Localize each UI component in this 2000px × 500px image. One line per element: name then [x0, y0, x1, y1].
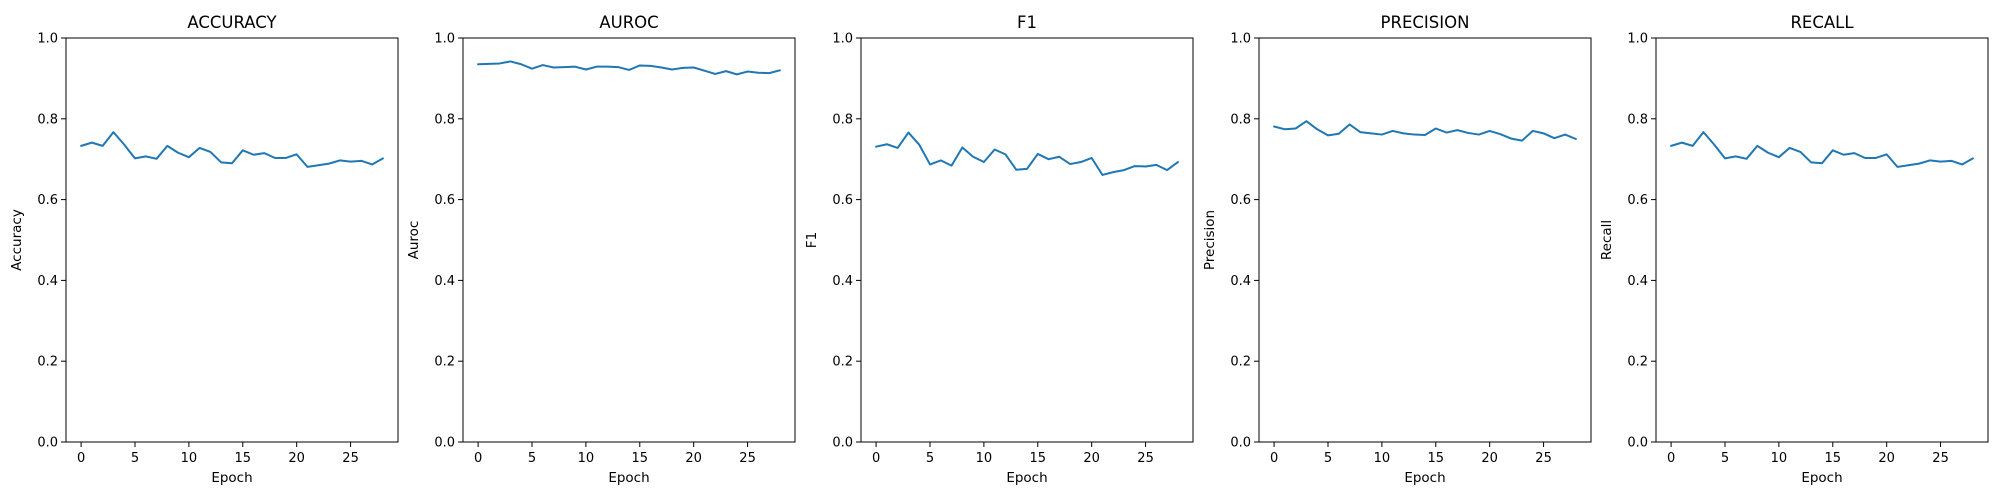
axes-frame-accuracy	[65, 37, 399, 443]
axes-frame-f1	[860, 37, 1194, 443]
y-tick-label-accuracy: 0.0	[37, 436, 58, 451]
chart-title-f1: F1	[1017, 13, 1037, 32]
x-tick-label-recall: 15	[1825, 451, 1842, 466]
x-tick-label-f1: 25	[1137, 451, 1154, 466]
x-tick-label-auroc: 25	[739, 451, 756, 466]
chart-title-recall: RECALL	[1790, 13, 1854, 32]
x-tick-label-f1: 10	[976, 451, 993, 466]
series-line-f1-0	[875, 131, 1179, 176]
y-tick-label-precision: 0.2	[1230, 355, 1251, 370]
series-line-auroc-0	[477, 60, 781, 76]
y-tick-label-accuracy: 1.0	[37, 32, 58, 47]
y-tick-label-f1: 0.0	[832, 436, 853, 451]
y-axis-label-auroc: Auroc	[406, 221, 422, 260]
y-tick-label-auroc: 0.2	[434, 355, 455, 370]
y-tick-label-auroc: 0.0	[434, 436, 455, 451]
axes-frame-recall	[1655, 37, 1989, 443]
axes-frame-auroc	[462, 37, 796, 443]
y-axis-label-recall: Recall	[1599, 220, 1615, 260]
series-line-accuracy-0	[80, 131, 384, 168]
x-tick-label-recall: 10	[1771, 451, 1788, 466]
x-tick-label-recall: 20	[1878, 451, 1895, 466]
x-tick-label-precision: 15	[1428, 451, 1445, 466]
y-tick-label-f1: 0.8	[832, 112, 853, 127]
y-tick-label-f1: 0.4	[832, 274, 853, 289]
x-tick-label-accuracy: 25	[342, 451, 359, 466]
x-tick-label-f1: 15	[1030, 451, 1047, 466]
chart-title-accuracy: ACCURACY	[187, 13, 277, 32]
x-axis-label-precision: Epoch	[1404, 470, 1445, 486]
y-tick-label-f1: 0.6	[832, 193, 853, 208]
y-tick-label-recall: 0.8	[1627, 112, 1648, 127]
x-tick-label-f1: 5	[926, 451, 934, 466]
x-tick-label-auroc: 15	[632, 451, 649, 466]
x-tick-label-accuracy: 0	[77, 451, 85, 466]
x-tick-label-precision: 20	[1481, 451, 1498, 466]
x-tick-label-recall: 5	[1721, 451, 1729, 466]
y-axis-label-precision: Precision	[1202, 210, 1218, 270]
x-tick-label-auroc: 10	[578, 451, 595, 466]
x-axis-label-accuracy: Epoch	[211, 470, 252, 486]
y-tick-label-auroc: 0.8	[434, 112, 455, 127]
x-tick-label-auroc: 5	[528, 451, 536, 466]
y-tick-label-precision: 0.0	[1230, 436, 1251, 451]
y-axis-label-accuracy: Accuracy	[9, 209, 25, 271]
y-tick-label-recall: 0.0	[1627, 436, 1648, 451]
y-tick-label-auroc: 0.6	[434, 193, 455, 208]
series-line-precision-0	[1273, 120, 1577, 142]
y-tick-label-accuracy: 0.2	[37, 355, 58, 370]
y-tick-label-accuracy: 0.4	[37, 274, 58, 289]
y-tick-label-precision: 0.8	[1230, 112, 1251, 127]
y-axis-label-f1: F1	[804, 232, 820, 248]
x-tick-label-accuracy: 15	[235, 451, 252, 466]
axes-frame-precision	[1258, 37, 1592, 443]
y-tick-label-accuracy: 0.6	[37, 193, 58, 208]
x-tick-label-recall: 0	[1667, 451, 1675, 466]
series-line-recall-0	[1670, 131, 1974, 168]
y-tick-label-recall: 1.0	[1627, 32, 1648, 47]
y-tick-label-accuracy: 0.8	[37, 112, 58, 127]
y-tick-label-recall: 0.2	[1627, 355, 1648, 370]
panel-precision: 0 5 10 15 20 25 0.0 0.2 0.4 0.6 0.8 1.0 PRECISION Epo…	[1202, 13, 1592, 486]
x-axis-label-f1: Epoch	[1006, 470, 1047, 486]
x-tick-label-accuracy: 5	[131, 451, 139, 466]
x-axis-label-auroc: Epoch	[608, 470, 649, 486]
x-tick-label-accuracy: 10	[181, 451, 198, 466]
x-tick-label-precision: 25	[1535, 451, 1552, 466]
x-tick-label-f1: 0	[872, 451, 880, 466]
y-tick-label-f1: 0.2	[832, 355, 853, 370]
panel-accuracy: 0 5 10 15 20 25 0.0 0.2 0.4 0.6 0.8 1.0 ACCURACY Epoc…	[9, 13, 399, 486]
x-tick-label-precision: 0	[1270, 451, 1278, 466]
y-tick-label-auroc: 0.4	[434, 274, 455, 289]
y-tick-label-precision: 1.0	[1230, 32, 1251, 47]
panel-recall: 0 5 10 15 20 25 0.0 0.2 0.4 0.6 0.8 1.0 RECALL Epoch R…	[1599, 13, 1989, 486]
x-tick-label-f1: 20	[1083, 451, 1100, 466]
chart-title-auroc: AUROC	[599, 13, 658, 32]
x-tick-label-accuracy: 20	[288, 451, 305, 466]
panel-f1: 0 5 10 15 20 25 0.0 0.2 0.4 0.6 0.8 1.0 F1 Epoch F1	[804, 13, 1194, 486]
x-tick-label-precision: 10	[1374, 451, 1391, 466]
x-tick-label-auroc: 20	[685, 451, 702, 466]
x-tick-label-recall: 25	[1932, 451, 1949, 466]
chart-title-precision: PRECISION	[1381, 13, 1470, 32]
x-axis-label-recall: Epoch	[1801, 470, 1842, 486]
y-tick-label-f1: 1.0	[832, 32, 853, 47]
y-tick-label-auroc: 1.0	[434, 32, 455, 47]
y-tick-label-precision: 0.6	[1230, 193, 1251, 208]
x-tick-label-precision: 5	[1324, 451, 1332, 466]
y-tick-label-recall: 0.6	[1627, 193, 1648, 208]
y-tick-label-precision: 0.4	[1230, 274, 1251, 289]
panel-auroc: 0 5 10 15 20 25 0.0 0.2 0.4 0.6 0.8 1.0 AUROC Epoch Au…	[406, 13, 796, 486]
x-tick-label-auroc: 0	[474, 451, 482, 466]
y-tick-label-recall: 0.4	[1627, 274, 1648, 289]
